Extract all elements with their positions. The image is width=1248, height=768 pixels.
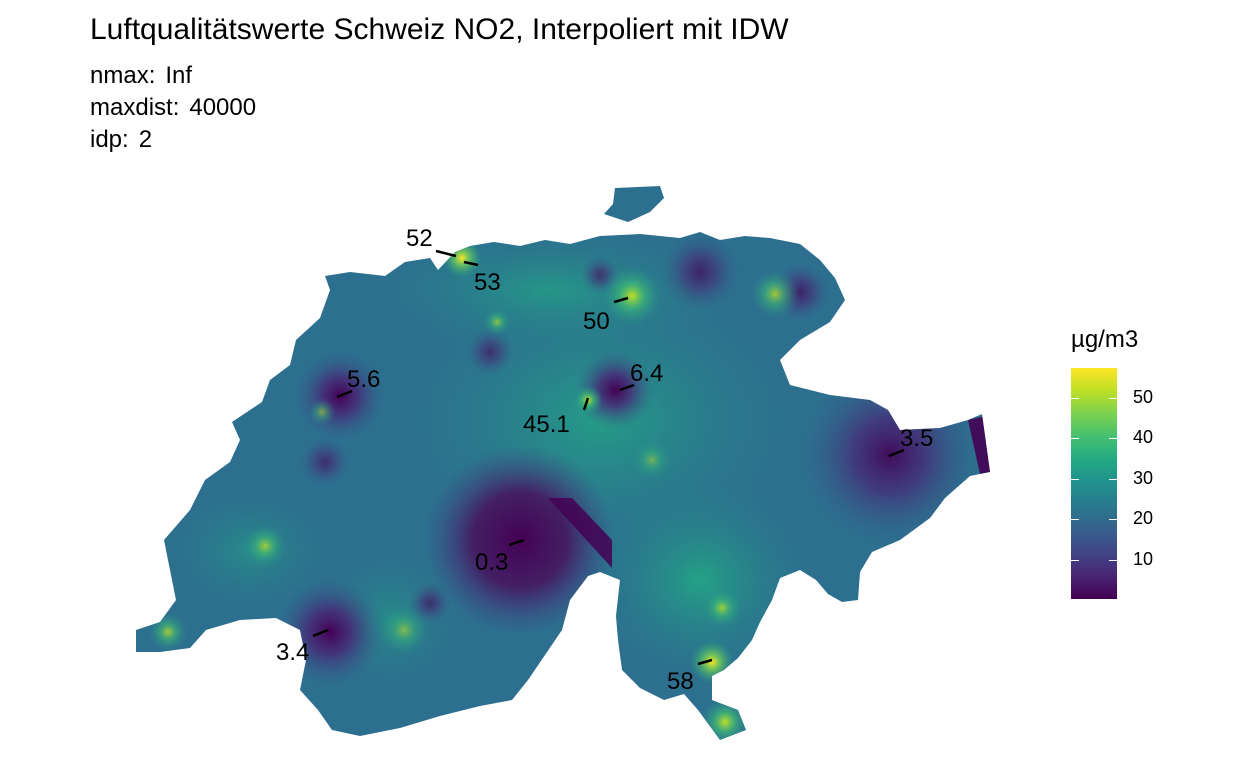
leader-58 (697, 658, 713, 666)
legend-tick-mark (1071, 479, 1079, 480)
map-title: Luftqualitätswerte Schweiz NO2, Interpol… (90, 13, 789, 46)
param-idp-key: idp: (90, 126, 129, 153)
station-label: 53 (474, 269, 501, 296)
param-nmax-key: nmax: (90, 62, 156, 89)
leader-53 (463, 260, 479, 267)
legend-tick-mark (1109, 479, 1117, 480)
leader-3-4 (312, 628, 329, 638)
legend-colorbar (1071, 368, 1117, 599)
leader-0-3 (508, 538, 525, 547)
legend-tick-label: 10 (1133, 549, 1154, 569)
leader-45-1 (582, 397, 590, 411)
leader-3-5 (888, 448, 905, 458)
param-idp-value: 2 (138, 126, 153, 153)
param-nmax: nmax: Inf (90, 62, 192, 90)
legend-tick-mark (1071, 438, 1079, 439)
station-label: 0.3 (475, 549, 508, 576)
param-maxdist: maxdist: 40000 (90, 94, 256, 122)
station-leaders (312, 249, 905, 666)
legend-tick-label: 50 (1133, 387, 1154, 407)
station-label: 52 (406, 225, 433, 252)
param-nmax-value: Inf (165, 62, 193, 89)
station-label: 45.1 (523, 411, 570, 438)
legend-title: µg/m3 (1071, 326, 1139, 353)
legend-tick-mark (1109, 560, 1117, 561)
legend-tick-mark (1071, 398, 1079, 399)
leader-5-6 (336, 389, 353, 399)
station-label: 3.4 (276, 639, 309, 666)
param-idp: idp: 2 (90, 126, 152, 154)
leader-6-4 (619, 383, 635, 392)
station-label: 6.4 (630, 360, 663, 387)
station-label: 58 (667, 668, 694, 695)
station-label: 3.5 (900, 425, 933, 452)
leader-52 (435, 249, 457, 258)
param-maxdist-value: 40000 (189, 94, 257, 121)
leader-50 (613, 296, 629, 304)
legend-tick-mark (1109, 519, 1117, 520)
legend-tick-label: 40 (1133, 427, 1154, 447)
station-label: 5.6 (347, 366, 380, 393)
legend-tick-mark (1071, 560, 1079, 561)
legend-tick-mark (1109, 438, 1117, 439)
switzerland-surface (136, 186, 990, 740)
legend-tick-label: 30 (1133, 468, 1154, 488)
legend-tick-label: 20 (1133, 508, 1154, 528)
legend-tick-mark (1071, 519, 1079, 520)
param-maxdist-key: maxdist: (90, 94, 180, 121)
legend-tick-mark (1109, 398, 1117, 399)
station-labels: 52 53 50 5.6 6.4 45.1 3.5 0.3 3.4 58 (276, 225, 933, 695)
station-label: 50 (583, 308, 610, 335)
